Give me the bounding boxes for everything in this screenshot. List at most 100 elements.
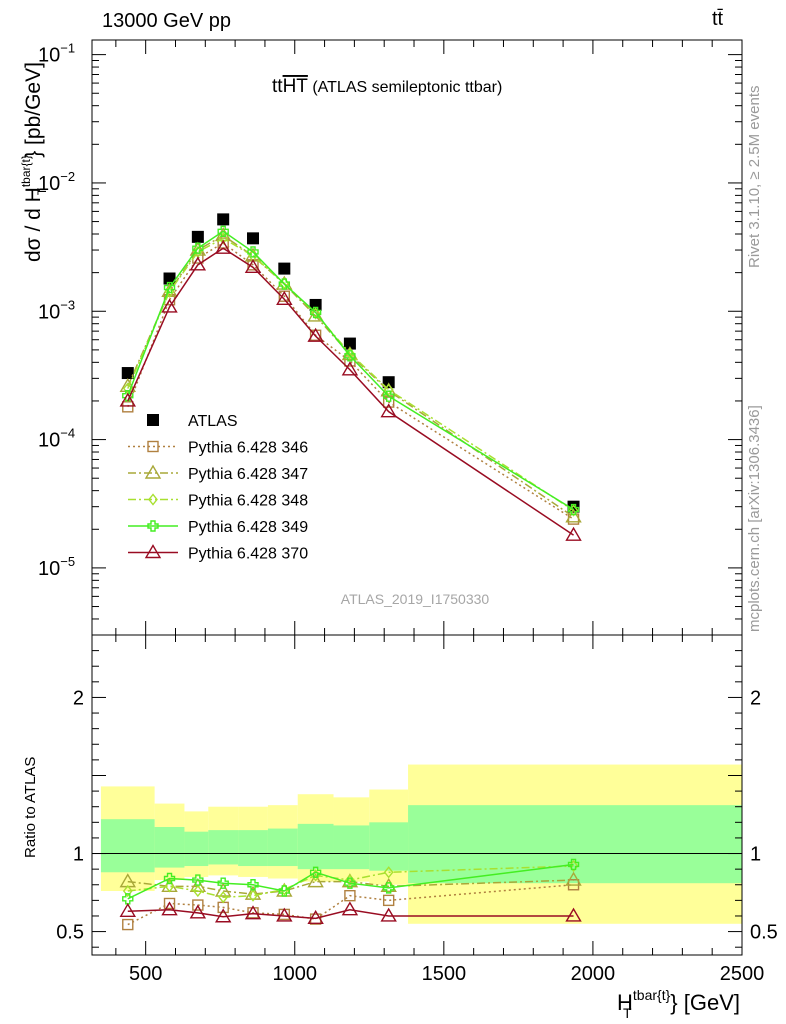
main-series-line-5 [127, 247, 574, 536]
main-ytick-label: 10−2 [38, 169, 75, 195]
band-inner-9 [408, 805, 742, 884]
xtick-label: 500 [129, 963, 162, 985]
xtick-label: 2500 [720, 963, 765, 985]
ratio-series-marker-3-7 [344, 877, 356, 889]
main-series-marker-4-8 [382, 390, 395, 402]
main-series-marker-3-6 [310, 307, 321, 320]
ytick-base: 10 [38, 173, 60, 195]
x-label-superscript: tbar{t} [633, 987, 671, 1003]
main-series-marker-0-4 [247, 232, 260, 245]
ratio-ytick-label-left: 1 [73, 844, 84, 866]
ratio-series-marker-2-4 [248, 889, 258, 902]
main-series-marker-2-9 [565, 508, 582, 523]
main-series-marker-5-0 [119, 392, 136, 407]
ytick-base: 10 [38, 430, 60, 452]
ratio-series-marker-3-2 [192, 874, 204, 886]
title-rest-part: (ATLAS semileptonic ttbar) [308, 79, 502, 96]
ratio-series-marker-3-3 [217, 877, 229, 889]
main-y-axis-ticks: 10−510−410−310−210−1 [38, 41, 742, 636]
main-series-marker-0-7 [343, 337, 356, 350]
main-series-marker-4-1 [163, 281, 176, 294]
x-label-main: H [617, 990, 633, 1015]
ratio-series-marker-2-0 [122, 884, 133, 898]
ratio-ytick-label-right: 0.5 [750, 922, 778, 944]
ratio-series-marker-4-3 [214, 908, 232, 923]
ratio-plot-frame [91, 634, 743, 956]
main-series-marker-4-6 [309, 306, 322, 319]
ratio-series-line-1 [127, 879, 574, 895]
ytick-base: 10 [38, 301, 60, 323]
band-inner-6 [297, 823, 334, 870]
legend-marker-2 [144, 464, 162, 479]
xtick-label: 2000 [571, 963, 616, 985]
ratio-series-marker-0-1 [163, 897, 176, 910]
main-series-marker-4-9 [567, 503, 580, 516]
main-series-marker-5-5 [276, 290, 293, 305]
legend-marker-3 [148, 493, 158, 506]
main-ytick-label: 10−1 [38, 41, 75, 67]
ratio-series-marker-1-3 [214, 882, 232, 897]
ratio-series-marker-2-2 [192, 884, 203, 898]
legend-label-5: Pythia 6.428 370 [188, 546, 308, 563]
band-inner-5 [267, 828, 298, 867]
main-series-marker-3-9 [568, 504, 579, 517]
ratio-series-marker-2-8 [383, 866, 394, 879]
ratio-series-marker-1-6 [307, 873, 324, 888]
main-series-marker-0-0 [121, 367, 134, 380]
x-axis-label: Htbar{t}} [GeV] [617, 987, 740, 1015]
legend-marker-4 [147, 520, 159, 532]
header-energy-label: 13000 GeV pp [102, 10, 231, 32]
ratio-series-marker-4-2 [189, 904, 207, 919]
ratio-series-marker-4-1 [161, 901, 178, 916]
ytick-exponent: −5 [60, 554, 75, 569]
ratio-series-marker-4-8 [380, 907, 397, 922]
ytick-base: 10 [38, 558, 60, 580]
chart-title: ttHT (ATLAS semileptonic ttbar) [272, 76, 502, 97]
ytick-exponent: −2 [60, 169, 75, 184]
main-series-marker-5-8 [380, 403, 397, 418]
main-series-line-4 [127, 230, 574, 511]
legend-label-0: ATLAS [188, 413, 238, 430]
ratio-series-marker-2-1 [164, 880, 175, 893]
band-inner-7 [333, 825, 370, 870]
ratio-series-marker-0-7 [344, 889, 356, 902]
main-ytick-label: 10−4 [38, 426, 75, 452]
xtick-label: 1500 [422, 963, 467, 985]
ratio-series-line-2 [127, 865, 574, 898]
main-series-marker-5-4 [244, 258, 262, 274]
ratio-series-marker-2-3 [218, 891, 229, 904]
main-y-axis-label: dσ / d Htbar{t}T} [pb/GeV] [19, 62, 49, 262]
legend-label-1: Pythia 6.428 346 [188, 440, 308, 457]
main-series-marker-4-4 [247, 246, 259, 258]
main-series-marker-0-5 [278, 262, 291, 275]
ratio-series-marker-0-8 [382, 894, 395, 907]
ratio-series-line-0 [127, 884, 574, 926]
ratio-y-axis-label: Ratio to ATLAS [22, 756, 39, 858]
y-label-unit: } [pb/GeV] [22, 62, 45, 158]
xtick-label: 1000 [273, 963, 318, 985]
main-series-marker-4-0 [122, 389, 134, 402]
ratio-series-marker-1-9 [565, 871, 582, 886]
legend-label-3: Pythia 6.428 348 [188, 493, 308, 510]
ratio-series-marker-3-4 [247, 879, 259, 891]
main-series-marker-1-8 [382, 396, 395, 408]
band-inner-8 [369, 822, 409, 871]
y-label-subscript: T [35, 187, 49, 196]
ratio-series-marker-0-0 [122, 918, 134, 931]
ratio-series-marker-4-6 [307, 909, 324, 925]
main-ytick-label: 10−3 [38, 297, 75, 323]
ratio-series-marker-1-4 [244, 885, 262, 900]
ratio-ytick-label-right: 2 [750, 687, 761, 709]
main-ytick-label: 10−5 [38, 554, 75, 580]
legend-label-2: Pythia 6.428 347 [188, 466, 308, 483]
main-series-marker-5-9 [565, 526, 582, 541]
band-inner-3 [208, 830, 239, 865]
ratio-series-marker-4-0 [119, 902, 136, 917]
x-axis-ticks: 500 1000 1500 2000 2500 [115, 40, 765, 985]
band-inner-1 [154, 827, 185, 868]
ratio-ytick-label-left: 2 [73, 687, 84, 709]
main-series-marker-4-7 [344, 350, 356, 362]
ratio-series-group [119, 858, 582, 931]
band-inner-2 [184, 831, 209, 867]
main-series-marker-3-8 [383, 383, 394, 396]
